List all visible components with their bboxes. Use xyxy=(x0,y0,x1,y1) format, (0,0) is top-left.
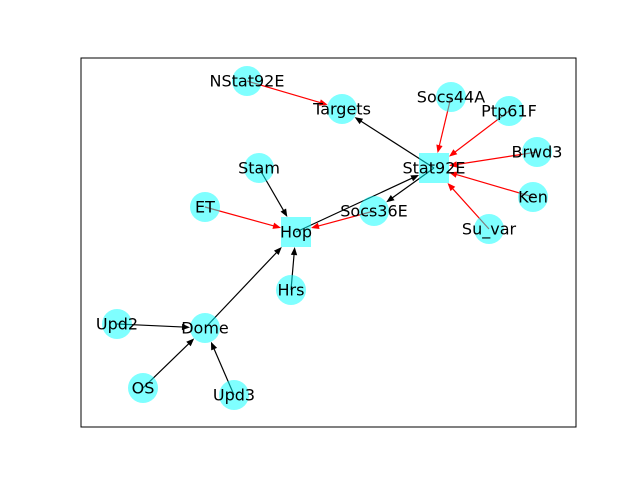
arrowhead-icon xyxy=(354,117,364,125)
node-label-stam: Stam xyxy=(238,159,280,178)
node-upd2 xyxy=(102,309,132,339)
node-dome xyxy=(190,313,220,343)
arrowhead-icon xyxy=(290,247,298,256)
node-label-ptp61f: Ptp61F xyxy=(481,102,537,121)
node-label-dome: Dome xyxy=(181,319,229,338)
node-label-upd2: Upd2 xyxy=(96,315,138,334)
arrowhead-icon xyxy=(186,338,195,347)
arrowhead-icon xyxy=(280,208,288,217)
node-label-nstat92e: NStat92E xyxy=(210,72,285,91)
node-label-upd3: Upd3 xyxy=(213,386,255,405)
node-label-brwd3: Brwd3 xyxy=(512,143,563,162)
arrowhead-icon xyxy=(311,222,320,229)
node-label-stat92e: Stat92E xyxy=(403,159,466,178)
arrowhead-icon xyxy=(272,222,281,229)
node-socs44a xyxy=(436,82,466,112)
edge-line xyxy=(204,250,279,329)
arrowhead-icon xyxy=(447,183,456,192)
node-et xyxy=(190,192,220,222)
arrowhead-icon xyxy=(449,161,458,168)
node-nstat92e xyxy=(232,66,262,96)
node-label-os: OS xyxy=(132,379,155,398)
node-label-socs36e: Socs36E xyxy=(340,202,408,221)
node-targets xyxy=(327,94,357,124)
arrowhead-icon xyxy=(436,144,443,153)
node-hrs xyxy=(276,275,306,305)
node-su-var xyxy=(474,214,504,244)
node-label-su-var: Su_var xyxy=(462,220,517,240)
nodes-layer xyxy=(102,66,552,410)
edge-hop-to-stat92e xyxy=(295,174,419,233)
arrowhead-icon xyxy=(449,171,458,178)
node-label-socs44a: Socs44A xyxy=(417,88,485,107)
node-stam xyxy=(244,153,274,183)
node-label-hrs: Hrs xyxy=(278,281,305,300)
node-stat92e xyxy=(419,153,449,183)
edge-dome-to-hop xyxy=(204,247,282,329)
node-label-et: ET xyxy=(195,198,215,217)
arrowhead-icon xyxy=(273,247,282,256)
node-socs36e xyxy=(359,196,389,226)
arrowhead-icon xyxy=(449,149,458,157)
node-label-hop: Hop xyxy=(280,223,312,242)
arrowhead-icon xyxy=(386,195,395,203)
node-hop xyxy=(281,217,311,247)
arrowhead-icon xyxy=(210,341,218,351)
edge-line xyxy=(295,176,414,233)
node-brwd3 xyxy=(522,137,552,167)
node-label-targets: Targets xyxy=(312,100,371,119)
node-ptp61f xyxy=(494,96,524,126)
node-label-ken: Ken xyxy=(518,188,548,207)
node-ken xyxy=(518,182,548,212)
node-os xyxy=(128,373,158,403)
arrowhead-icon xyxy=(181,323,191,331)
arrowhead-icon xyxy=(319,99,328,106)
arrowhead-icon xyxy=(410,174,419,182)
node-upd3 xyxy=(219,380,249,410)
